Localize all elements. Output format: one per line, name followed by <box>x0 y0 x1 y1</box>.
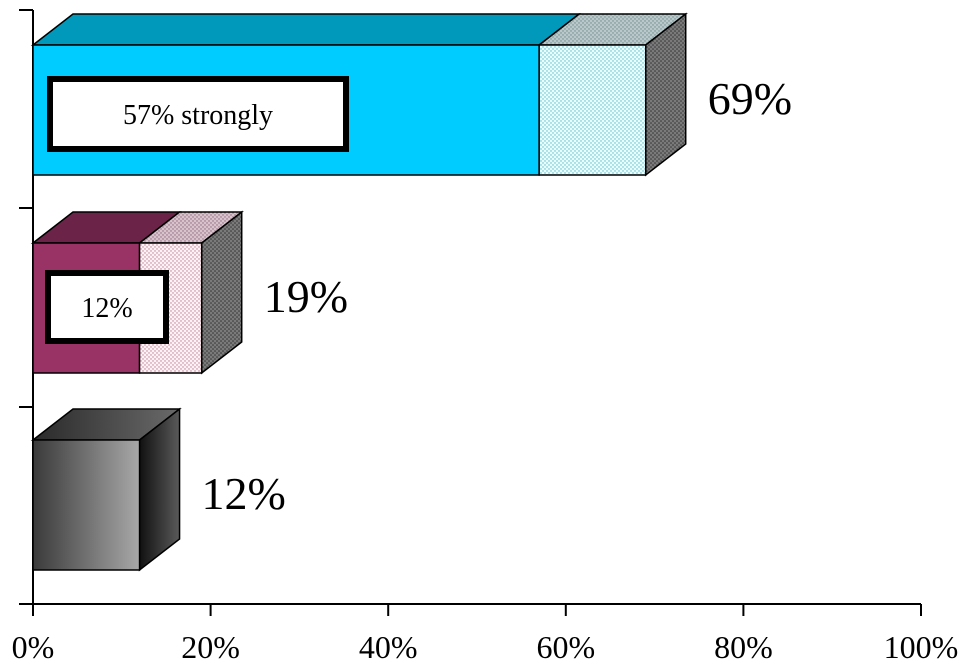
x-tick-label: 20% <box>181 629 240 665</box>
x-tick-label: 60% <box>536 629 595 665</box>
bar-segment <box>538 44 647 176</box>
x-tick-label: 40% <box>359 629 418 665</box>
inner-label: 57% strongly <box>123 100 273 131</box>
labels: 57% strongly 69% 12% 19% 12% <box>45 73 792 519</box>
x-tick-label: 0% <box>12 629 55 665</box>
bars <box>30 12 688 572</box>
axes: 0% 20% 40% 60% 80% 100% <box>12 9 959 665</box>
bar-group-3 <box>30 407 182 572</box>
inner-label: 12% <box>81 293 132 324</box>
inner-label-box <box>45 270 169 344</box>
inner-label-box <box>47 76 349 152</box>
bar-total-label: 19% <box>264 271 348 322</box>
x-tick-label: 80% <box>714 629 773 665</box>
x-tick-label: 100% <box>884 629 959 665</box>
bar-segment <box>32 439 141 571</box>
bar-total-label: 12% <box>202 468 286 519</box>
bar-top-face <box>30 13 582 46</box>
bar-total-label: 69% <box>708 73 792 124</box>
